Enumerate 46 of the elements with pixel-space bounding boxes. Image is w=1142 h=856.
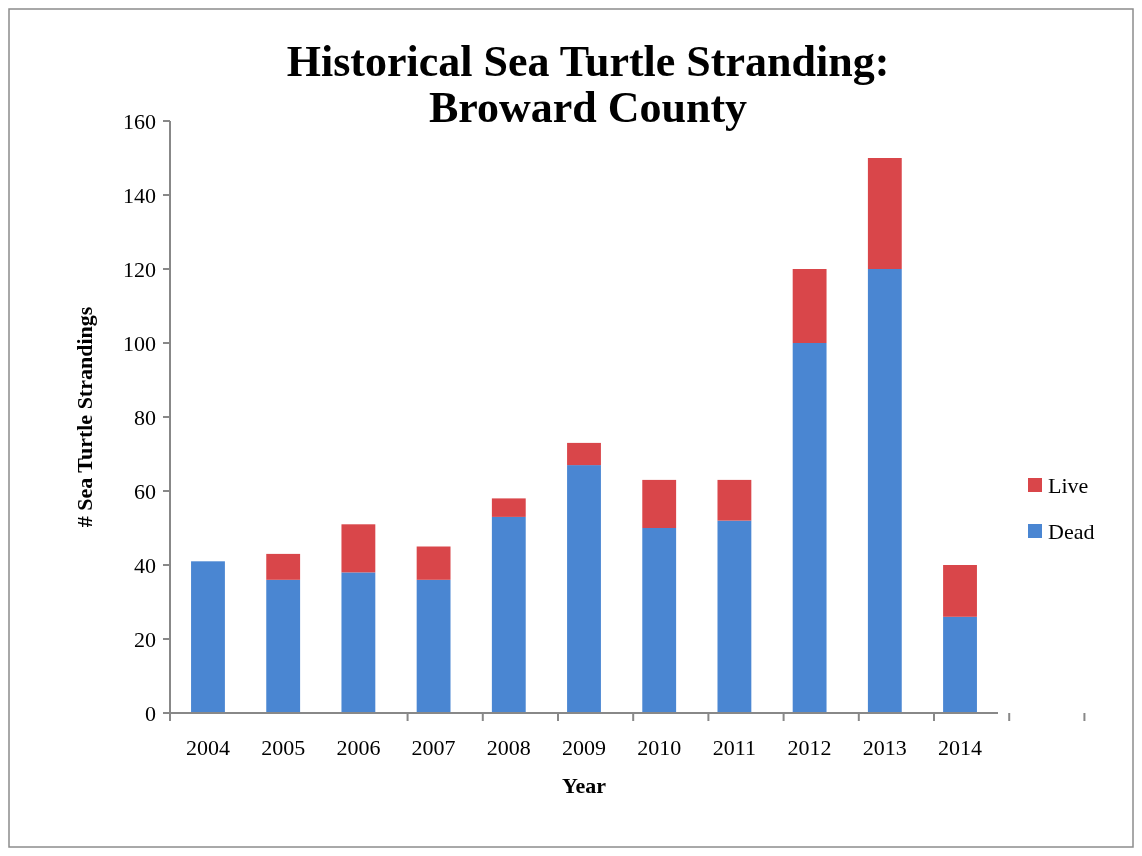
x-axis-title: Year bbox=[562, 773, 607, 798]
y-tick-label: 160 bbox=[123, 108, 156, 134]
bar bbox=[867, 158, 902, 269]
bar bbox=[416, 546, 451, 580]
bar bbox=[792, 343, 827, 713]
y-tick-label: 80 bbox=[134, 404, 156, 430]
x-tick-label: 2013 bbox=[862, 735, 907, 760]
bar bbox=[341, 572, 376, 713]
bar bbox=[266, 553, 301, 580]
bar bbox=[943, 565, 977, 617]
bar bbox=[943, 616, 977, 713]
x-tick-label: 2004 bbox=[185, 735, 230, 760]
x-tick-label: 2014 bbox=[938, 735, 983, 760]
bar bbox=[266, 579, 301, 713]
x-tick-label: 2012 bbox=[787, 735, 832, 760]
bar bbox=[491, 498, 526, 517]
bar bbox=[341, 524, 376, 573]
bar bbox=[416, 579, 451, 713]
y-tick-label: 140 bbox=[123, 182, 156, 208]
bar bbox=[717, 520, 752, 713]
bar bbox=[642, 528, 677, 713]
bar bbox=[717, 479, 752, 521]
x-tick-label: 2009 bbox=[562, 735, 606, 760]
x-tick-label: 2005 bbox=[261, 735, 306, 760]
y-tick-label: 0 bbox=[145, 700, 156, 726]
bar bbox=[642, 479, 677, 528]
chart-title: Historical Sea Turtle Stranding: Broward County bbox=[286, 37, 890, 132]
bar bbox=[567, 442, 601, 466]
bar bbox=[491, 516, 526, 713]
x-tick-label: 2011 bbox=[712, 735, 756, 760]
x-tick-label: 2007 bbox=[411, 735, 456, 760]
x-tick-label: 2006 bbox=[336, 735, 381, 760]
y-tick-label: 20 bbox=[134, 626, 156, 652]
legend-label: Live bbox=[1048, 472, 1089, 498]
y-tick-label: 100 bbox=[123, 330, 156, 356]
x-tick-label: 2010 bbox=[637, 735, 682, 760]
bar bbox=[867, 269, 902, 713]
bar bbox=[191, 561, 225, 713]
bar bbox=[567, 465, 601, 713]
x-tick-label: 2008 bbox=[486, 735, 531, 760]
y-tick-label: 40 bbox=[134, 552, 156, 578]
legend-label: Dead bbox=[1048, 518, 1095, 544]
y-tick-label: 60 bbox=[134, 478, 156, 504]
y-axis-title: # Sea Turtle Strandings bbox=[72, 306, 97, 528]
bar bbox=[792, 269, 827, 343]
y-tick-label: 120 bbox=[123, 256, 156, 282]
